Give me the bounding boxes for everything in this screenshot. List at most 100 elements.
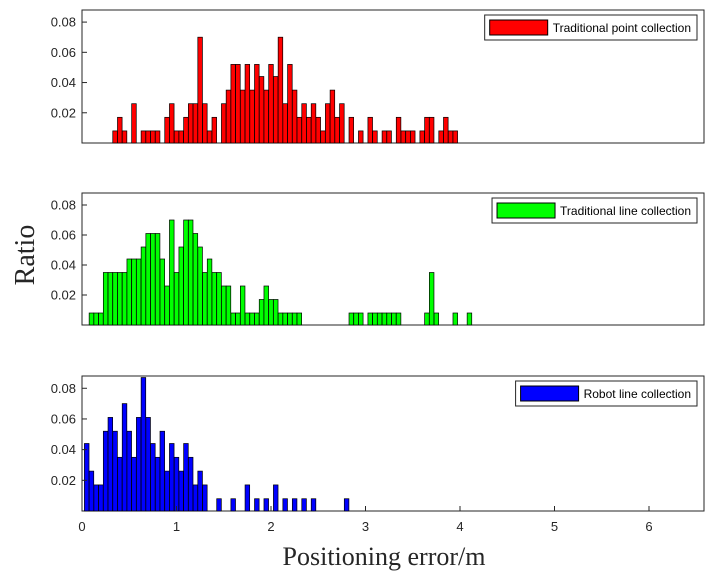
bar [291,89,298,144]
bar [225,285,232,326]
legend: Traditional point collection [484,14,698,41]
bar [230,64,236,144]
bar [258,299,265,326]
bar [169,103,175,144]
y-tick-label: 0.08 [51,15,76,30]
bar [282,312,288,326]
bar [429,116,435,144]
bar [117,456,123,512]
y-tick-label: 0.06 [51,228,76,243]
bar [98,312,104,326]
bar [150,443,156,512]
legend-label: Traditional point collection [553,21,691,35]
bar [452,312,458,326]
bar [391,312,397,326]
bar [98,484,104,512]
bar [282,498,288,512]
bar [169,443,175,512]
bar [164,470,170,512]
bar [301,103,307,144]
bar [329,89,336,144]
bar [372,312,378,326]
bar [277,36,284,144]
y-tick-label: 0.02 [51,105,76,120]
bar [178,246,184,326]
y-tick-label: 0.06 [51,45,76,60]
bar [88,312,95,326]
bar [287,64,293,144]
bar [381,130,388,144]
bar [424,312,430,326]
bar [310,103,317,144]
bar [112,272,118,326]
bar [273,299,279,326]
y-tick-label: 0.04 [51,75,76,90]
chart-panel-3: 0.02 0.04 0.06 0.08 0 1 2 3 4 5 6 Robot line collec… [51,375,705,534]
bar [438,130,444,144]
bar [216,272,222,326]
bar [381,312,388,326]
bar [447,130,454,144]
bar [291,312,298,326]
legend: Traditional line collection [491,197,698,224]
bar [433,312,440,326]
bar [154,130,161,144]
x-tick-label: 2 [267,519,274,534]
bar [197,246,203,326]
bar [452,130,458,144]
bar [254,64,260,144]
bar [131,258,137,326]
bar [287,312,293,326]
bar [117,272,123,326]
bar [353,312,359,326]
bar [240,285,246,326]
bar [268,64,274,144]
bar [367,116,373,144]
y-tick-label: 0.08 [51,198,76,213]
bar [291,498,298,512]
bar [206,130,213,144]
bar [112,430,118,512]
bar [443,116,449,144]
bar [296,312,302,326]
bar [159,258,165,326]
legend-swatch [489,19,549,36]
bar [121,272,128,326]
bar [400,130,406,144]
bar [154,233,161,326]
chart-panel-1: 0.02 0.04 0.06 0.08 Traditional point collec… [51,9,705,144]
x-tick-label: 5 [551,519,558,534]
bar [121,403,128,512]
bar [150,233,156,326]
bar [410,130,416,144]
bar [102,272,109,326]
legend-swatch [520,385,580,402]
bar [183,443,189,512]
x-axis-label: Positioning error/m [283,542,486,571]
bar [131,456,137,512]
bar [126,258,132,326]
bar [164,285,170,326]
bar [140,246,147,326]
bar [343,498,350,512]
bar [173,456,180,512]
bar [334,116,340,144]
y-tick-label: 0.08 [51,381,76,396]
bar [192,233,199,326]
bar [315,116,321,144]
bar [367,312,373,326]
bar [145,130,151,144]
bar [240,89,246,144]
bar [386,312,392,326]
bar [112,130,118,144]
bar [216,498,222,512]
bar [192,103,199,144]
x-tick-label: 1 [173,519,180,534]
bar [173,130,180,144]
bar [424,116,430,144]
bar [136,258,142,326]
y-tick-label: 0.04 [51,442,76,457]
bar [358,312,364,326]
bar [140,377,147,512]
